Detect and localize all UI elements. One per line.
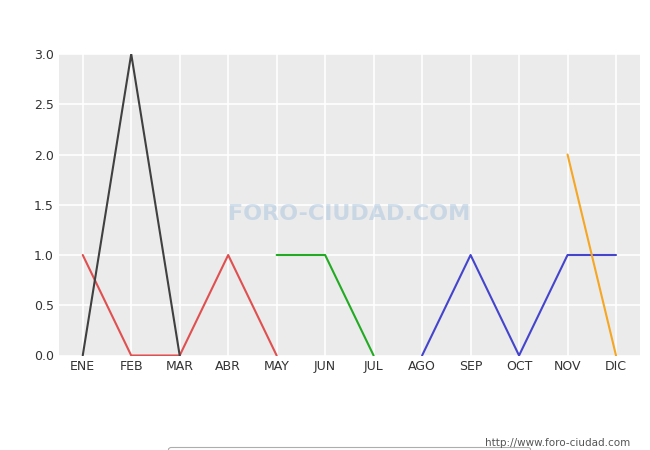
Text: Matriculaciones de Vehiculos en Tarroja de Segarra: Matriculaciones de Vehiculos en Tarroja … — [95, 14, 555, 33]
Text: FORO-CIUDAD.COM: FORO-CIUDAD.COM — [228, 204, 471, 224]
Text: http://www.foro-ciudad.com: http://www.foro-ciudad.com — [486, 438, 630, 448]
Legend: 2024, 2023, 2022, 2021, 2020: 2024, 2023, 2022, 2021, 2020 — [168, 447, 530, 450]
